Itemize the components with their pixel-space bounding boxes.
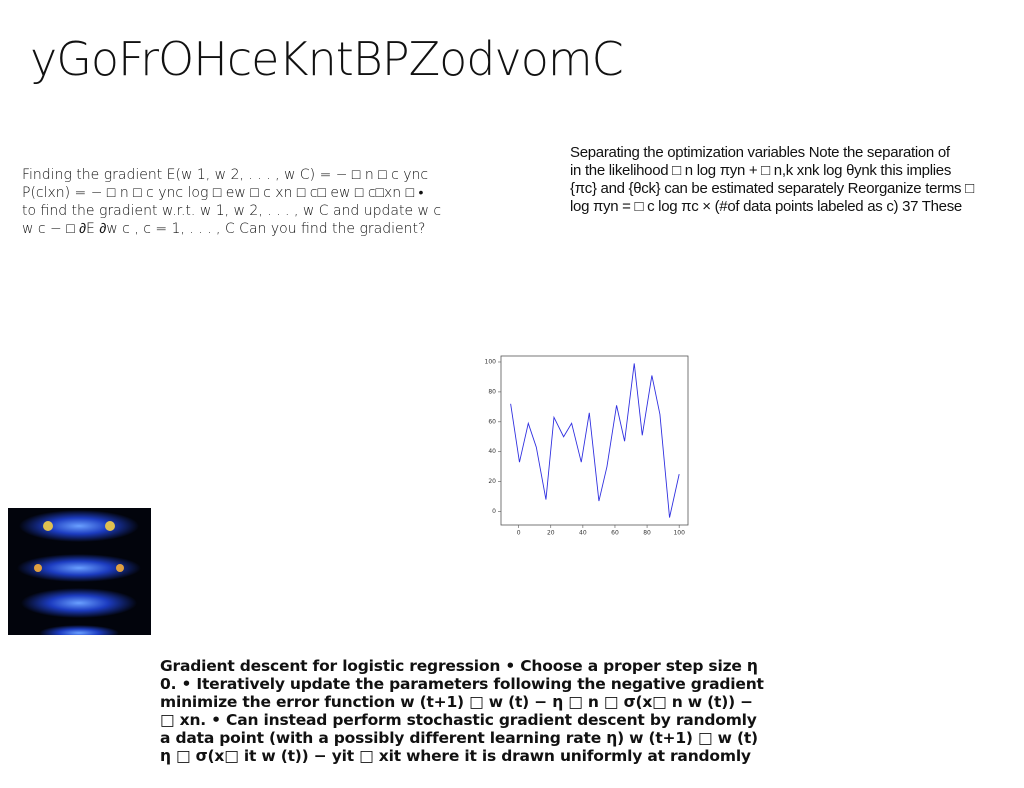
y-tick-label: 60 <box>488 418 496 425</box>
chart: 0 20 40 60 80 100 0 20 40 60 80 100 <box>485 355 689 537</box>
y-tick-label: 40 <box>488 448 496 455</box>
y-tick-label: 100 <box>485 358 497 365</box>
y-tick-label: 80 <box>488 388 496 395</box>
text-line: Gradient descent for logistic regression… <box>160 657 758 675</box>
x-tick-label: 0 <box>517 530 521 537</box>
x-tick-label: 40 <box>579 530 587 537</box>
text-line: log πyn = □ c log πc × (#of data points … <box>570 198 962 215</box>
bottom-text: Gradient descent for logistic regression… <box>160 657 764 765</box>
plot-frame <box>500 355 689 526</box>
x-tick-label: 80 <box>643 530 651 537</box>
text-line: a data point (with a possibly different … <box>160 729 758 747</box>
line <box>510 363 680 518</box>
image <box>8 508 151 635</box>
text-line: η □ σ(x□ it w (t)) − yit □ xit where it … <box>160 747 751 765</box>
text-line: in the likelihood □ n log πyn + □ n,k xn… <box>570 162 952 179</box>
y-tick-label: 0 <box>492 508 496 515</box>
x-tick-label: 60 <box>611 530 619 537</box>
x-tick-label: 20 <box>547 530 555 537</box>
text-line: 0. • Iteratively update the parameters f… <box>160 675 764 693</box>
y-tick-label: 20 <box>488 478 496 485</box>
text-line: Finding the gradient E(w 1, w 2, . . . ,… <box>22 167 429 183</box>
right-text: Separating the optimization variables No… <box>570 144 974 216</box>
left-text: Finding the gradient E(w 1, w 2, . . . ,… <box>22 166 441 238</box>
text-line: Separating the optimization variables No… <box>570 144 950 161</box>
text-line: minimize the error function w (t+1) □ w … <box>160 693 753 711</box>
x-tick-label: 100 <box>673 530 685 537</box>
text-line: {πc} and {θck} can be estimated separate… <box>570 180 974 197</box>
text-line: P(clxn) = − □ n □ c ync log □ ew □ c xn … <box>22 185 424 201</box>
text-line: □ xn. • Can instead perform stochastic g… <box>160 711 757 729</box>
title: yGoFrOHceKntBPZodvomC <box>30 32 624 86</box>
text-line: w c − □ ∂E ∂w c , c = 1, . . . , C Can y… <box>22 221 426 237</box>
text-line: to find the gradient w.r.t. w 1, w 2, . … <box>22 203 442 219</box>
